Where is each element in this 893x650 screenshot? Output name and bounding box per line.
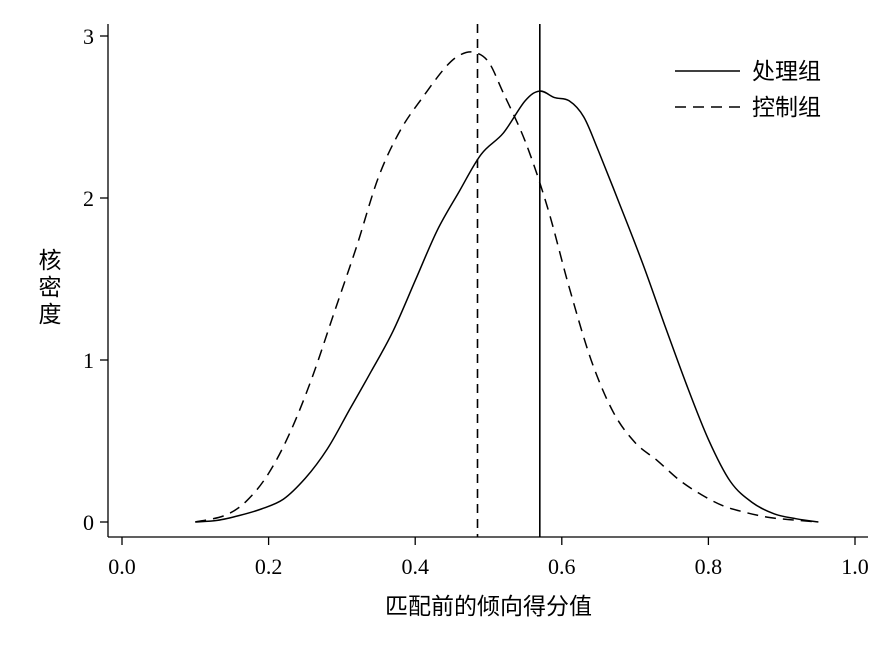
x-tick-label: 0.8	[695, 554, 723, 579]
legend-label-control: 控制组	[752, 95, 821, 121]
x-axis-title: 匹配前的倾向得分值	[385, 594, 592, 620]
y-tick-label: 3	[83, 24, 94, 49]
mean-reference-lines	[478, 24, 540, 537]
x-tick-label: 0.4	[401, 554, 429, 579]
y-axis-ticks: 0 1 2 3	[83, 24, 108, 535]
x-tick-label: 0.0	[108, 554, 136, 579]
x-tick-label: 1.0	[841, 554, 869, 579]
y-axis-title-char: 核	[39, 248, 62, 274]
x-tick-label: 0.6	[548, 554, 576, 579]
control-density-curve	[195, 52, 818, 522]
y-axis-title-char: 度	[39, 302, 62, 328]
density-curves	[195, 52, 818, 522]
x-axis-ticks: 0.0 0.2 0.4 0.6 0.8 1.0	[108, 537, 869, 579]
y-axis-title-char: 密	[39, 275, 62, 301]
treatment-density-curve	[195, 91, 818, 522]
legend-label-treatment: 处理组	[752, 59, 821, 85]
y-tick-label: 1	[83, 348, 94, 373]
legend: 处理组 控制组	[675, 59, 821, 121]
y-tick-label: 2	[83, 186, 94, 211]
y-tick-label: 0	[83, 510, 94, 535]
y-axis-title: 核密度	[39, 248, 62, 328]
x-tick-label: 0.2	[255, 554, 283, 579]
